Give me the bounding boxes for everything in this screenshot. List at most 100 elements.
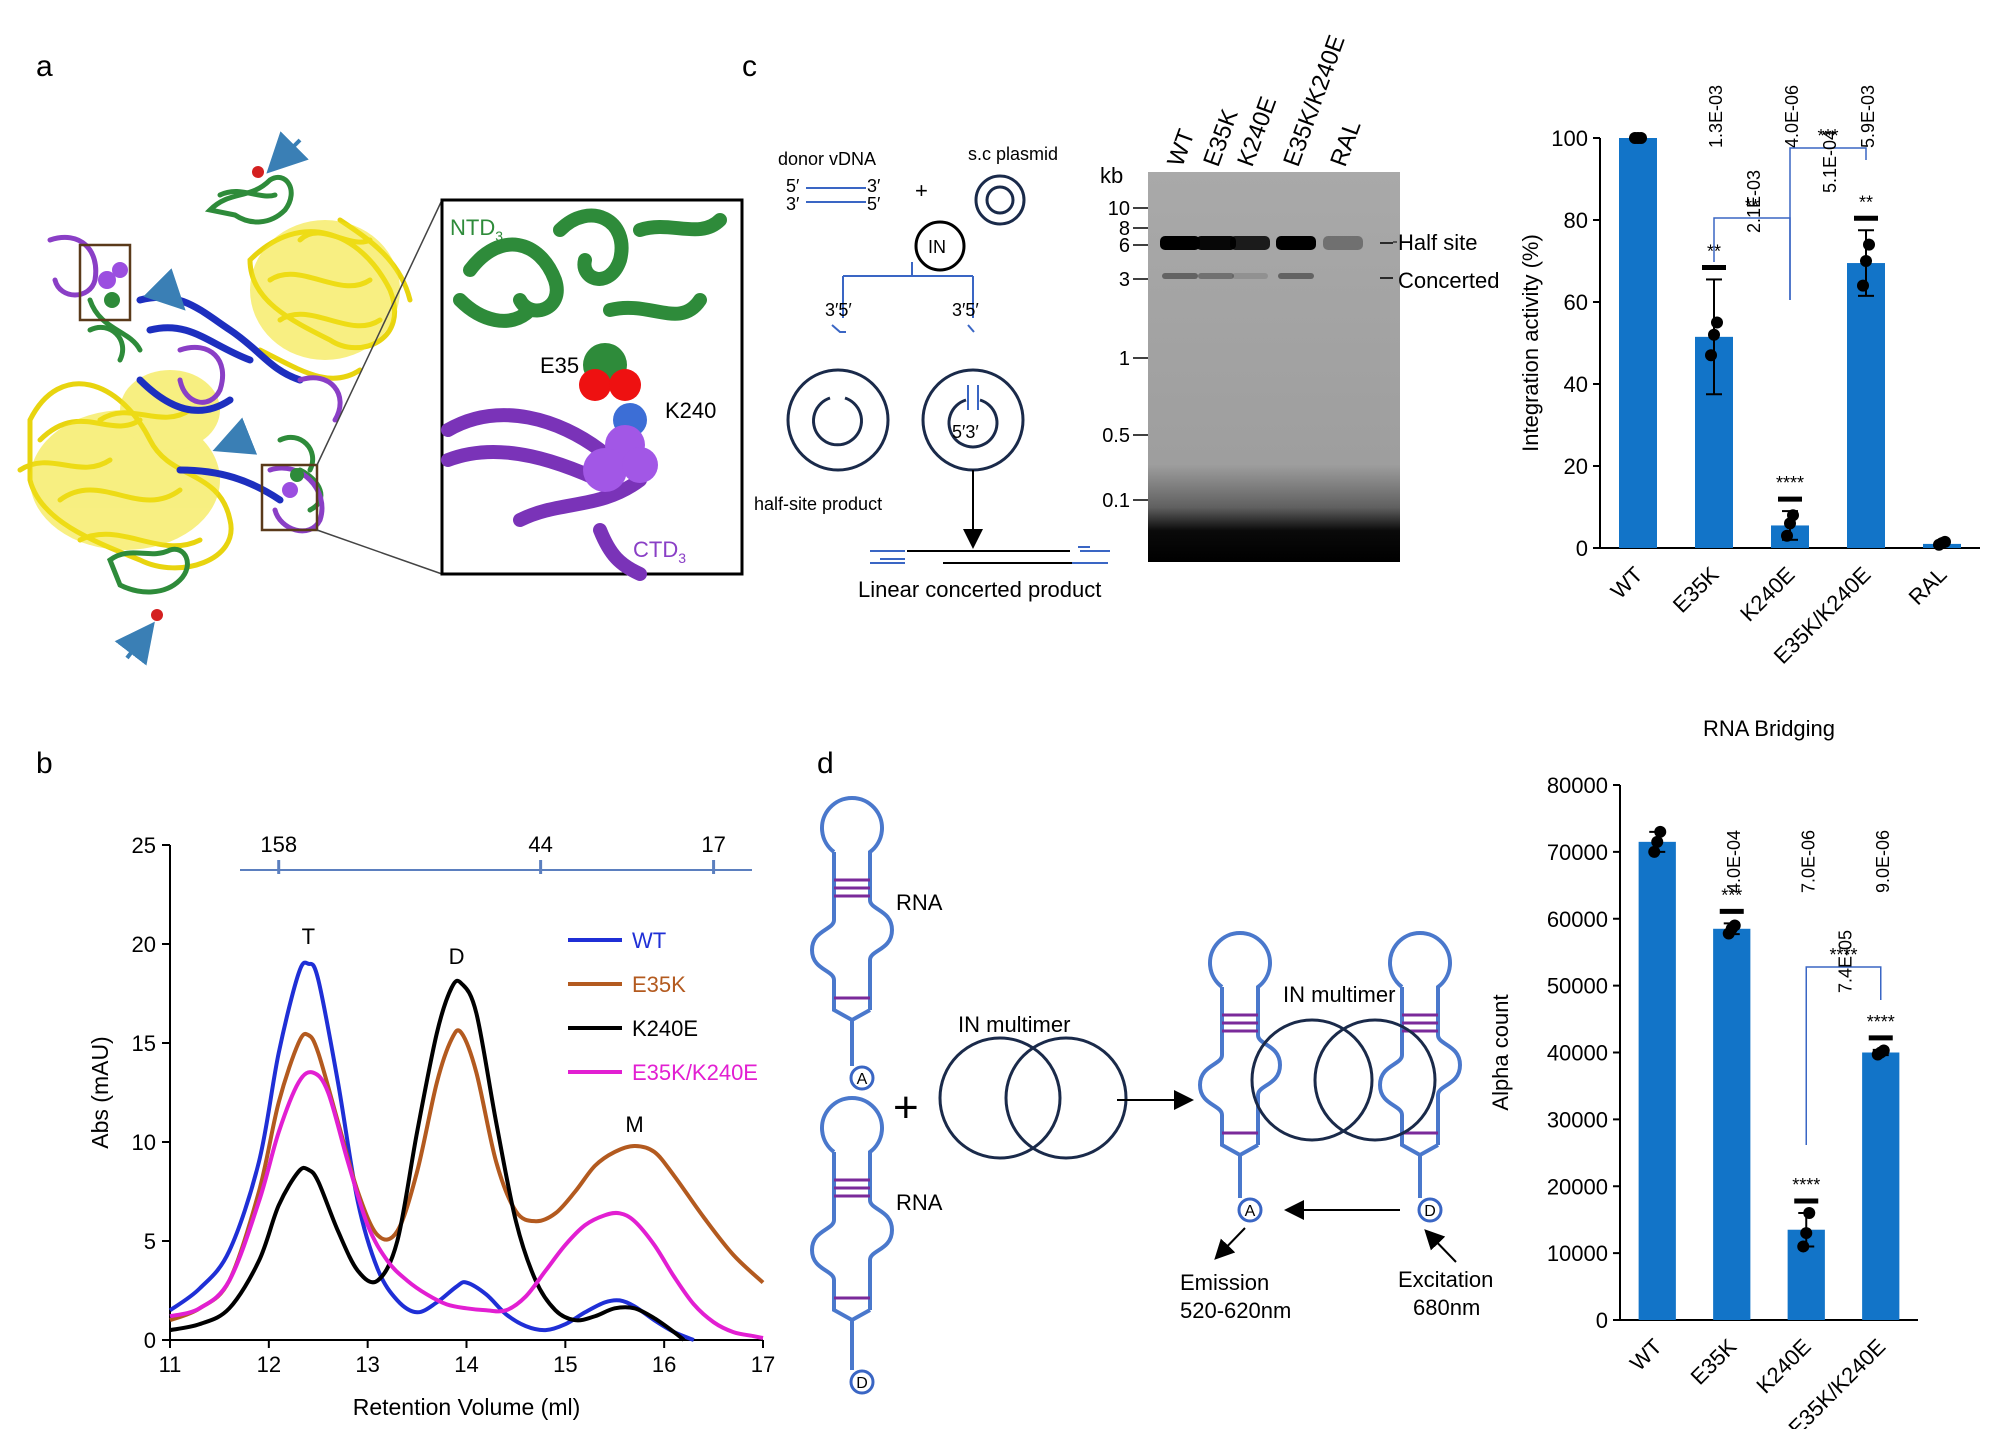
bar <box>1847 263 1885 548</box>
bar <box>1638 841 1676 1320</box>
panel-letter-b: b <box>36 747 53 780</box>
category-label: E35K <box>1686 1334 1742 1390</box>
peak-label: D <box>449 944 465 969</box>
rna-hairpin <box>809 796 895 1066</box>
bracket-stars: ** <box>1745 196 1759 216</box>
comparison-bracket <box>1789 147 1867 300</box>
rna-top-label: RNA <box>896 890 943 915</box>
integrase-structure-illustration <box>17 131 443 666</box>
bracket-stars: *** <box>1817 126 1838 146</box>
peak-label: T <box>302 924 315 949</box>
gel-band-half-site <box>1160 236 1200 250</box>
fluor-label: D <box>1424 1203 1436 1220</box>
emission-title: Emission <box>1180 1270 1269 1295</box>
gel-band-concerted <box>1198 273 1234 279</box>
category-label: RAL <box>1904 562 1952 610</box>
bracket-stars: **** <box>1829 945 1857 965</box>
excitation-range: 680nm <box>1413 1295 1480 1320</box>
x-tick-label: 16 <box>652 1352 676 1377</box>
y-tick-label: 0 <box>144 1328 156 1353</box>
y-axis-label: Alpha count <box>1488 994 1513 1110</box>
in-multimer-left: IN multimer <box>958 1012 1070 1037</box>
series-line-e35k <box>169 1028 765 1323</box>
data-point <box>1635 132 1647 144</box>
y-tick-label: 60 <box>1564 290 1588 315</box>
gel-band-half-site <box>1323 236 1363 250</box>
p-value: 4.0E-06 <box>1782 85 1802 148</box>
panel-letter-d: d <box>817 747 834 780</box>
legend-label: E35K/K240E <box>632 1060 758 1085</box>
ctd-label: CTD3 <box>633 537 686 566</box>
series-line-wt <box>168 960 695 1342</box>
y-tick-label: 10000 <box>1547 1241 1608 1266</box>
x-tick-label: 14 <box>454 1352 478 1377</box>
rna-bridging-chart: 0 10000 20000 30000 40000 50000 60000 70000 8000… <box>1488 716 1918 1429</box>
y-tick-label: 20 <box>132 932 156 957</box>
data-point <box>1651 835 1664 848</box>
x-tick-label: 15 <box>553 1352 577 1377</box>
mw-label: 158 <box>260 832 297 857</box>
gel-marker-label: 1 <box>1119 348 1130 370</box>
p-value: 7.0E-06 <box>1798 830 1818 893</box>
emission-range: 520-620nm <box>1180 1298 1291 1323</box>
fluor-label: A <box>1245 1203 1256 1220</box>
data-point <box>1803 1207 1816 1219</box>
legend-label: K240E <box>632 1016 698 1041</box>
plus-sign: + <box>893 1083 919 1132</box>
panel-letter-c: c <box>742 50 757 83</box>
y-tick-label: 0 <box>1576 536 1588 561</box>
y-tick-label: 10 <box>132 1130 156 1155</box>
x-tick-label: 12 <box>257 1352 281 1377</box>
fluor-bead <box>1417 1197 1443 1223</box>
linear-product-label: Linear concerted product <box>858 577 1101 602</box>
gel-marker-label: 0.5 <box>1102 425 1130 447</box>
svg-text:+: + <box>915 178 928 203</box>
fluor-label: D <box>856 1375 868 1392</box>
fluor-label: A <box>857 1071 868 1088</box>
x-axis-label: Retention Volume (ml) <box>353 1394 581 1420</box>
sec-chromatogram: 11 12 13 14 15 16 17 0 5 10 15 20 25 Retention Volume… <box>87 832 775 1420</box>
svg-text:3′5′: 3′5′ <box>825 300 852 320</box>
y-tick-label: 15 <box>132 1031 156 1056</box>
comparison-bracket <box>1805 966 1882 1145</box>
excitation-title: Excitation <box>1398 1267 1493 1292</box>
data-point <box>1857 279 1869 292</box>
fluor-bead <box>849 1369 875 1395</box>
rna-bridging-schematic: A D A D RNA RNA + IN multimer IN multimer E… <box>809 796 1493 1395</box>
data-point <box>1654 825 1667 838</box>
bar <box>1619 138 1657 548</box>
data-point <box>1648 845 1661 858</box>
chart-title: RNA Bridging <box>1703 716 1835 741</box>
data-point <box>1877 1044 1890 1057</box>
integration-activity-chart: 0 20 40 60 80 100 Integration activity (%) WT **… <box>1518 85 1980 669</box>
y-tick-label: 25 <box>132 833 156 858</box>
gel-lane-label: RAL <box>1325 117 1366 170</box>
gel-band-concerted <box>1232 273 1268 279</box>
fluor-bead <box>849 1065 875 1091</box>
y-tick-label: 80 <box>1564 208 1588 233</box>
e35-label: E35 <box>540 353 579 378</box>
gel-marker-label: 3 <box>1119 269 1130 291</box>
p-value: 5.9E-03 <box>1858 85 1878 148</box>
gel-marker-label: 10 <box>1108 198 1130 220</box>
panel-letter-a: a <box>36 50 53 83</box>
y-tick-label: 30000 <box>1547 1107 1608 1132</box>
category-label: K240E <box>1751 1334 1815 1398</box>
svg-text:5′3′: 5′3′ <box>952 422 979 442</box>
sig-stars: *** <box>1721 885 1742 905</box>
svg-text:IN: IN <box>928 237 946 257</box>
y-tick-label: 80000 <box>1547 773 1608 798</box>
concerted-band-label: Concerted <box>1398 268 1500 293</box>
gel-band-half-site <box>1276 236 1316 250</box>
gel-kb-label: kb <box>1100 163 1123 188</box>
svg-text:3′5′: 3′5′ <box>952 300 979 320</box>
p-value: 4.0E-04 <box>1724 830 1744 893</box>
rna-bottom-label: RNA <box>896 1190 943 1215</box>
series-line-k240e <box>169 978 686 1342</box>
legend-label: E35K <box>632 972 686 997</box>
y-tick-label: 60000 <box>1547 907 1608 932</box>
y-tick-label: 40 <box>1564 372 1588 397</box>
plasmid-label: s.c plasmid <box>968 144 1058 164</box>
donor-label: donor vDNA <box>778 149 876 169</box>
data-point <box>1860 255 1872 267</box>
